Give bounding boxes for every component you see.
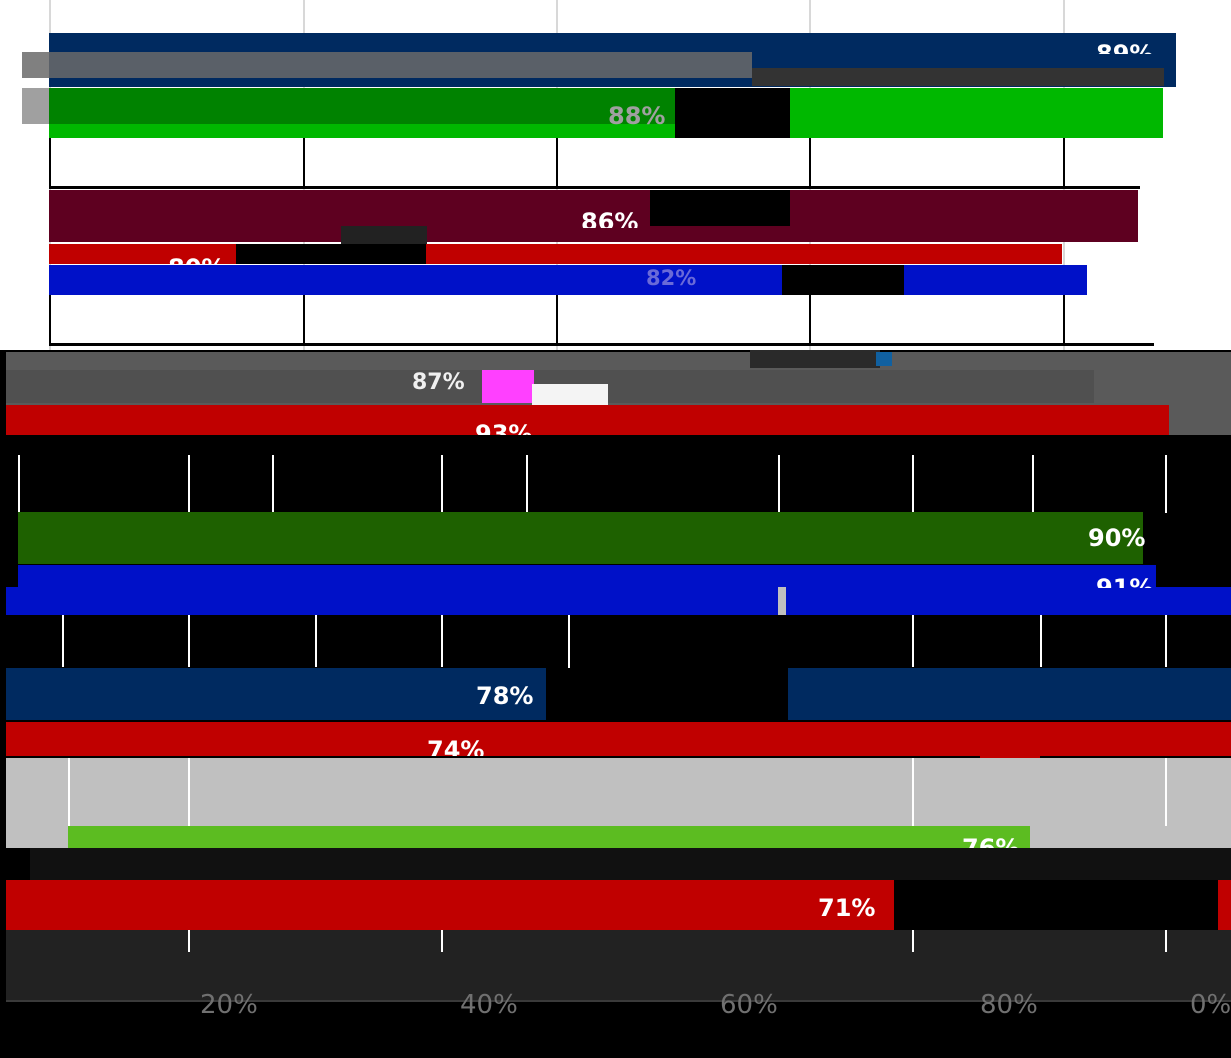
gridline: [1165, 455, 1167, 513]
x-tick-label: 0%: [1190, 990, 1231, 1020]
glitch-strip: [22, 88, 52, 124]
glitch-strip: [778, 587, 786, 615]
glitch-strip: [6, 587, 1231, 615]
gridline: [188, 930, 190, 952]
x-tick-label: 60%: [720, 990, 778, 1020]
gridline: [1032, 455, 1034, 513]
glitch-strip: [6, 435, 1231, 455]
glitch-strip: [1218, 880, 1231, 930]
bar-7: [6, 405, 1169, 435]
bar-13: [6, 880, 894, 930]
bar-11: [6, 722, 931, 756]
bar-3: [49, 190, 1138, 242]
gridline: [49, 138, 51, 188]
data-label: 82%: [646, 266, 697, 290]
gridline: [1165, 615, 1167, 667]
gridline: [49, 295, 51, 345]
glitch-strip: [650, 190, 790, 226]
glitch-strip: [49, 88, 675, 124]
gridline: [68, 758, 70, 826]
gridline: [1040, 615, 1042, 667]
x-tick-label: 40%: [460, 990, 518, 1020]
gridline: [441, 455, 443, 513]
gridline: [912, 758, 914, 826]
glitch-strip: [482, 370, 534, 403]
glitch-strip: [236, 244, 426, 264]
bar-8: [18, 512, 1143, 564]
gridline: [18, 455, 20, 513]
axis-line: [49, 186, 1140, 189]
glitch-strip: [788, 722, 1231, 756]
x-tick-label: 20%: [200, 990, 258, 1020]
data-label: 87%: [412, 370, 465, 395]
data-label: 91%: [1096, 576, 1153, 588]
glitch-strip: [6, 1014, 1231, 1022]
glitch-strip: [675, 88, 790, 138]
bar-5: [49, 265, 1087, 295]
gridline: [1165, 758, 1167, 826]
gridline: [526, 455, 528, 513]
gridline: [62, 615, 64, 667]
gridline: [809, 138, 811, 188]
gridline: [188, 455, 190, 513]
gridline: [912, 615, 914, 667]
glitch-strip: [22, 52, 752, 78]
gridline: [1165, 930, 1167, 952]
bar-12: [68, 826, 1030, 848]
data-label: 89%: [1096, 42, 1153, 54]
gridline: [556, 295, 558, 345]
gridline: [303, 295, 305, 345]
data-label: 86%: [581, 208, 639, 236]
gridline: [272, 455, 274, 513]
data-label: 80%: [168, 256, 225, 266]
gridline: [556, 138, 558, 188]
gridline: [778, 455, 780, 513]
glitch-strip: [788, 668, 1231, 720]
gridline: [441, 930, 443, 952]
data-label: 74%: [427, 736, 485, 764]
data-label: 78%: [476, 682, 534, 710]
glitch-strip: [30, 848, 1231, 880]
axis-line: [6, 1000, 1231, 1002]
data-label: 90%: [1088, 524, 1146, 552]
glitch-strip: [341, 226, 427, 246]
glitch-strip: [750, 350, 880, 368]
gridline: [303, 138, 305, 188]
data-label: 76%: [962, 836, 1019, 848]
glitch-strip: [876, 352, 892, 366]
glitch-strip: [782, 265, 904, 295]
gridline: [912, 930, 914, 952]
data-label: 88%: [608, 102, 666, 130]
gridline: [441, 615, 443, 667]
axis-line: [49, 343, 1154, 346]
glitch-strip: [752, 68, 1164, 86]
data-label: 93%: [475, 420, 533, 448]
gridline: [809, 295, 811, 345]
gridline: [1063, 138, 1065, 188]
gridline: [188, 758, 190, 826]
data-label: 71%: [818, 894, 876, 922]
gridline: [315, 615, 317, 667]
x-tick-label: 80%: [980, 990, 1038, 1020]
gridline: [188, 615, 190, 667]
gridline: [912, 455, 914, 513]
bar-9: [18, 565, 1156, 587]
gridline: [1063, 295, 1065, 345]
axis-area: [6, 930, 1231, 1000]
